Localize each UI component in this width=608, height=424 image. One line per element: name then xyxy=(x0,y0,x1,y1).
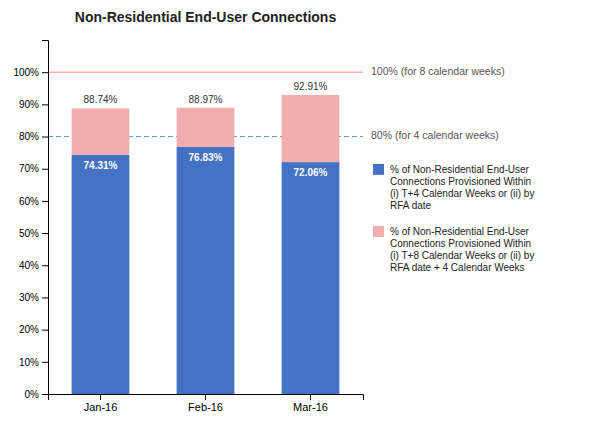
bar xyxy=(72,155,130,394)
legend-label-line: Connections Provisioned Within xyxy=(390,176,531,187)
reference-label: 100% (for 8 calendar weeks) xyxy=(371,65,505,77)
y-tick: 20% xyxy=(19,324,48,335)
legend-label-line: Connections Provisioned Within xyxy=(390,238,531,249)
y-tick-label: 20% xyxy=(19,324,39,335)
y-axis-line xyxy=(42,41,49,395)
legend-label: % of Non-Residential End-UserConnections… xyxy=(390,164,534,211)
x-tick: Mar-16 xyxy=(293,394,328,413)
y-tick-mark xyxy=(42,330,48,331)
y-tick: 0% xyxy=(25,389,48,400)
title: Non-Residential End-User Connections xyxy=(75,9,337,25)
legend: % of Non-Residential End-UserConnections… xyxy=(373,164,534,273)
y-tick-mark xyxy=(42,137,48,138)
legend-label-line: % of Non-Residential End-User xyxy=(390,226,530,237)
legend-item: % of Non-Residential End-UserConnections… xyxy=(373,164,534,211)
legend-label-line: (i) T+8 Calendar Weeks or (ii) by xyxy=(390,250,534,261)
y-tick-mark xyxy=(42,265,48,266)
y-tick-label: 30% xyxy=(19,292,39,303)
y-tick-mark xyxy=(42,104,48,105)
y-tick-mark xyxy=(42,169,48,170)
y-tick-label: 60% xyxy=(19,196,39,207)
legend-swatch xyxy=(373,226,384,237)
bar-series xyxy=(72,147,340,394)
y-tick-mark xyxy=(42,362,48,363)
reference-line xyxy=(48,72,363,73)
bar xyxy=(282,162,340,394)
legend-label-line: RFA date + 4 Calendar Weeks xyxy=(390,262,525,273)
data-label: 76.83% xyxy=(189,152,223,163)
y-tick: 40% xyxy=(19,260,48,271)
x-tick: Feb-16 xyxy=(188,394,223,413)
x-tick-label: Jan-16 xyxy=(84,401,118,413)
y-tick: 50% xyxy=(19,228,48,239)
y-axis: 0% 10% 20% 30% 40% 50% 60% 70% 80% 90% 100% xyxy=(13,41,48,400)
data-label: 74.31% xyxy=(84,160,118,171)
y-tick-label: 10% xyxy=(19,357,39,368)
y-tick: 90% xyxy=(19,99,48,110)
legend-swatch xyxy=(373,164,384,175)
legend-item: % of Non-Residential End-UserConnections… xyxy=(373,226,534,273)
y-tick: 10% xyxy=(19,357,48,368)
x-axis-line xyxy=(49,395,364,401)
y-tick: 30% xyxy=(19,292,48,303)
y-tick-mark xyxy=(42,297,48,298)
chart: Non-Residential End-User Connections 0% 10… xyxy=(0,0,608,424)
y-tick: 100% xyxy=(13,67,48,78)
legend-label: % of Non-Residential End-UserConnections… xyxy=(390,226,534,273)
legend-label-line: (i) T+4 Calendar Weeks or (ii) by xyxy=(390,188,534,199)
y-tick: 80% xyxy=(19,131,48,142)
y-tick-label: 100% xyxy=(13,67,39,78)
legend-label-line: RFA date xyxy=(390,200,432,211)
x-tick-mark xyxy=(205,394,206,400)
total-label: 92.91% xyxy=(294,81,328,92)
total-label: 88.97% xyxy=(189,94,223,105)
data-labels: 74.31% 76.83% 72.06% 88.74% 88.97% 92.91% xyxy=(84,81,328,178)
x-tick-label: Feb-16 xyxy=(188,401,223,413)
bar xyxy=(282,95,340,162)
y-tick-label: 70% xyxy=(19,163,39,174)
y-tick-label: 80% xyxy=(19,131,39,142)
x-tick-label: Mar-16 xyxy=(293,401,328,413)
y-tick-mark xyxy=(42,72,48,73)
bar xyxy=(177,147,235,394)
y-tick-label: 40% xyxy=(19,260,39,271)
y-tick-label: 0% xyxy=(25,389,40,400)
x-tick: Jan-16 xyxy=(84,394,118,413)
plot-area xyxy=(48,72,363,394)
data-label: 72.06% xyxy=(294,167,328,178)
bar xyxy=(72,108,130,154)
reference-label: 80% (for 4 calendar weeks) xyxy=(371,129,499,141)
legend-label-line: % of Non-Residential End-User xyxy=(390,164,530,175)
y-tick-label: 90% xyxy=(19,99,39,110)
x-tick-mark xyxy=(100,394,101,400)
bar-series xyxy=(72,95,340,162)
y-tick-label: 50% xyxy=(19,228,39,239)
y-tick-mark xyxy=(42,233,48,234)
y-tick: 70% xyxy=(19,163,48,174)
y-tick-mark xyxy=(42,394,48,395)
total-label: 88.74% xyxy=(84,94,118,105)
bar xyxy=(177,108,235,147)
x-tick-mark xyxy=(310,394,311,400)
y-tick-mark xyxy=(42,201,48,202)
y-tick: 60% xyxy=(19,196,48,207)
x-axis: Jan-16 Feb-16 Mar-16 xyxy=(49,394,364,413)
